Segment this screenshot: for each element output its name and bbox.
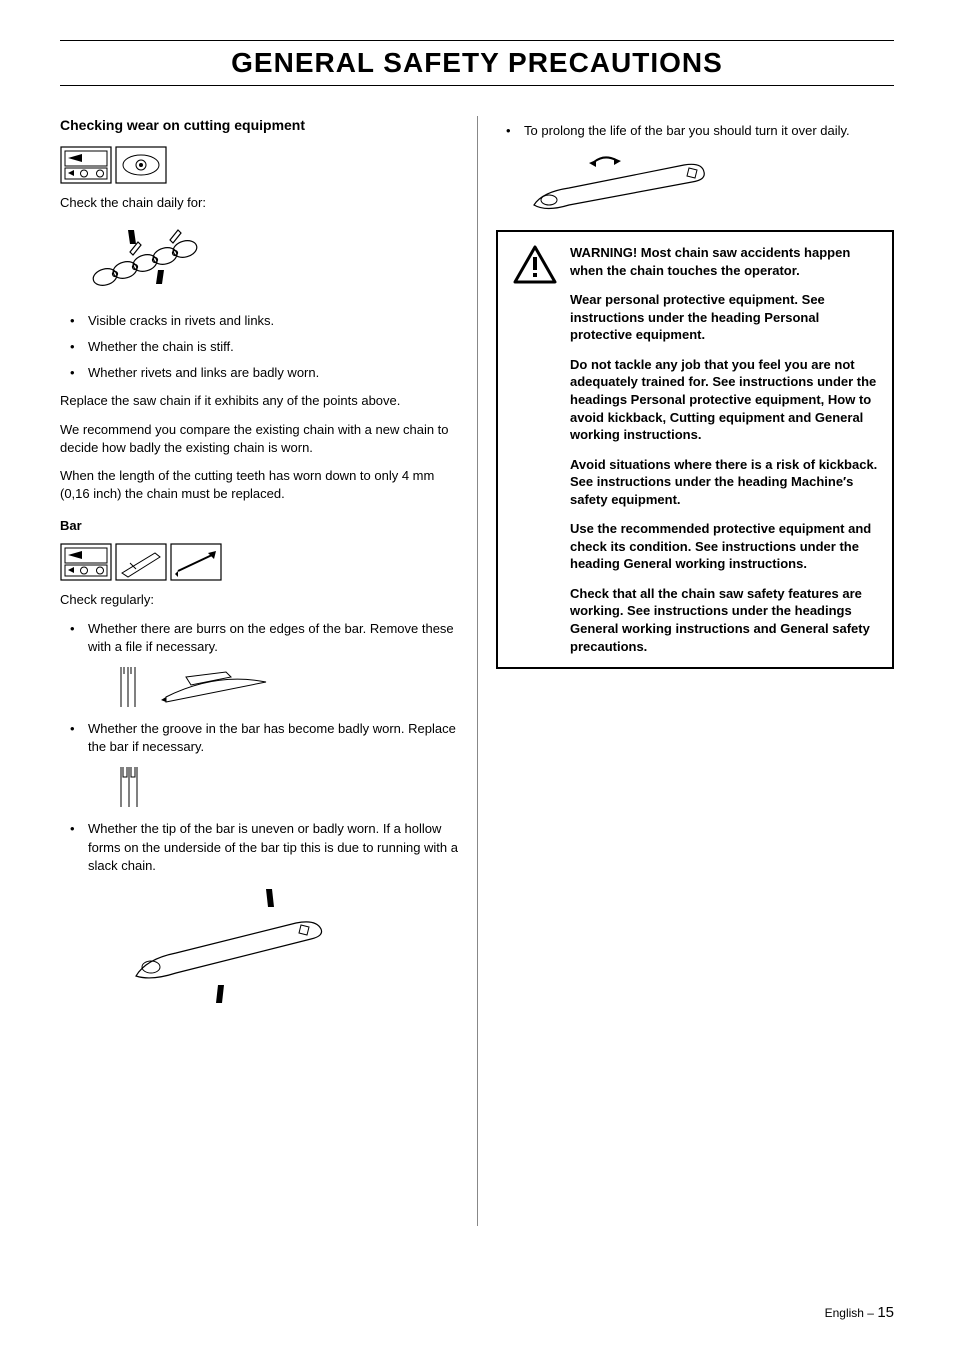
heading-bar: Bar (60, 517, 459, 535)
diagram-bar-burrs (116, 662, 459, 712)
prolong-life-list: To prolong the life of the bar you shoul… (496, 122, 894, 140)
list-item: Whether rivets and links are badly worn. (60, 364, 459, 382)
list-item: Whether there are burrs on the edges of … (60, 620, 459, 712)
warning-para: Avoid situations where there is a risk o… (570, 456, 878, 509)
warning-para: Use the recommended protective equipment… (570, 520, 878, 573)
warning-para: Do not tackle any job that you feel you … (570, 356, 878, 444)
footer-page-number: 15 (877, 1304, 894, 1321)
warning-box: WARNING! Most chain saw accidents happen… (496, 230, 894, 669)
page-footer: English – 15 (825, 1304, 894, 1321)
bar-check-list: Whether there are burrs on the edges of … (60, 620, 459, 1011)
two-column-layout: Checking wear on cutting equipment Check… (60, 116, 894, 1226)
text-replace-chain: Replace the saw chain if it exhibits any… (60, 392, 459, 410)
diagram-bar-tip-wear (116, 881, 459, 1011)
warning-triangle-icon (512, 244, 558, 286)
warning-para: WARNING! Most chain saw accidents happen… (570, 244, 878, 279)
list-item-text: Whether the groove in the bar has become… (88, 721, 456, 754)
text-check-regularly: Check regularly: (60, 591, 459, 609)
diagram-chain-gauge-icons (60, 146, 459, 184)
left-column: Checking wear on cutting equipment Check… (60, 116, 477, 1226)
warning-para: Check that all the chain saw safety feat… (570, 585, 878, 655)
footer-language: English (825, 1306, 864, 1320)
heading-checking-wear: Checking wear on cutting equipment (60, 116, 459, 136)
list-item: Whether the tip of the bar is uneven or … (60, 820, 459, 1011)
diagram-bar-turnover (524, 150, 894, 220)
list-item-text: Whether there are burrs on the edges of … (88, 621, 454, 654)
diagram-bar-icons-row (60, 543, 459, 581)
warning-para: Wear personal protective equipment. See … (570, 291, 878, 344)
chain-check-list: Visible cracks in rivets and links. Whet… (60, 312, 459, 383)
diagram-chain-links (80, 222, 459, 302)
list-item-text: Whether the tip of the bar is uneven or … (88, 821, 458, 872)
text-check-chain-daily: Check the chain daily for: (60, 194, 459, 212)
list-item: Whether the groove in the bar has become… (60, 720, 459, 812)
text-teeth-worn: When the length of the cutting teeth has… (60, 467, 459, 503)
diagram-bar-groove (116, 762, 459, 812)
right-column: To prolong the life of the bar you shoul… (477, 116, 894, 1226)
list-item: To prolong the life of the bar you shoul… (496, 122, 894, 140)
footer-sep: – (864, 1306, 877, 1320)
warning-text: WARNING! Most chain saw accidents happen… (570, 244, 878, 655)
list-item: Visible cracks in rivets and links. (60, 312, 459, 330)
text-compare-chain: We recommend you compare the existing ch… (60, 421, 459, 457)
page-title: GENERAL SAFETY PRECAUTIONS (60, 40, 894, 86)
list-item: Whether the chain is stiff. (60, 338, 459, 356)
